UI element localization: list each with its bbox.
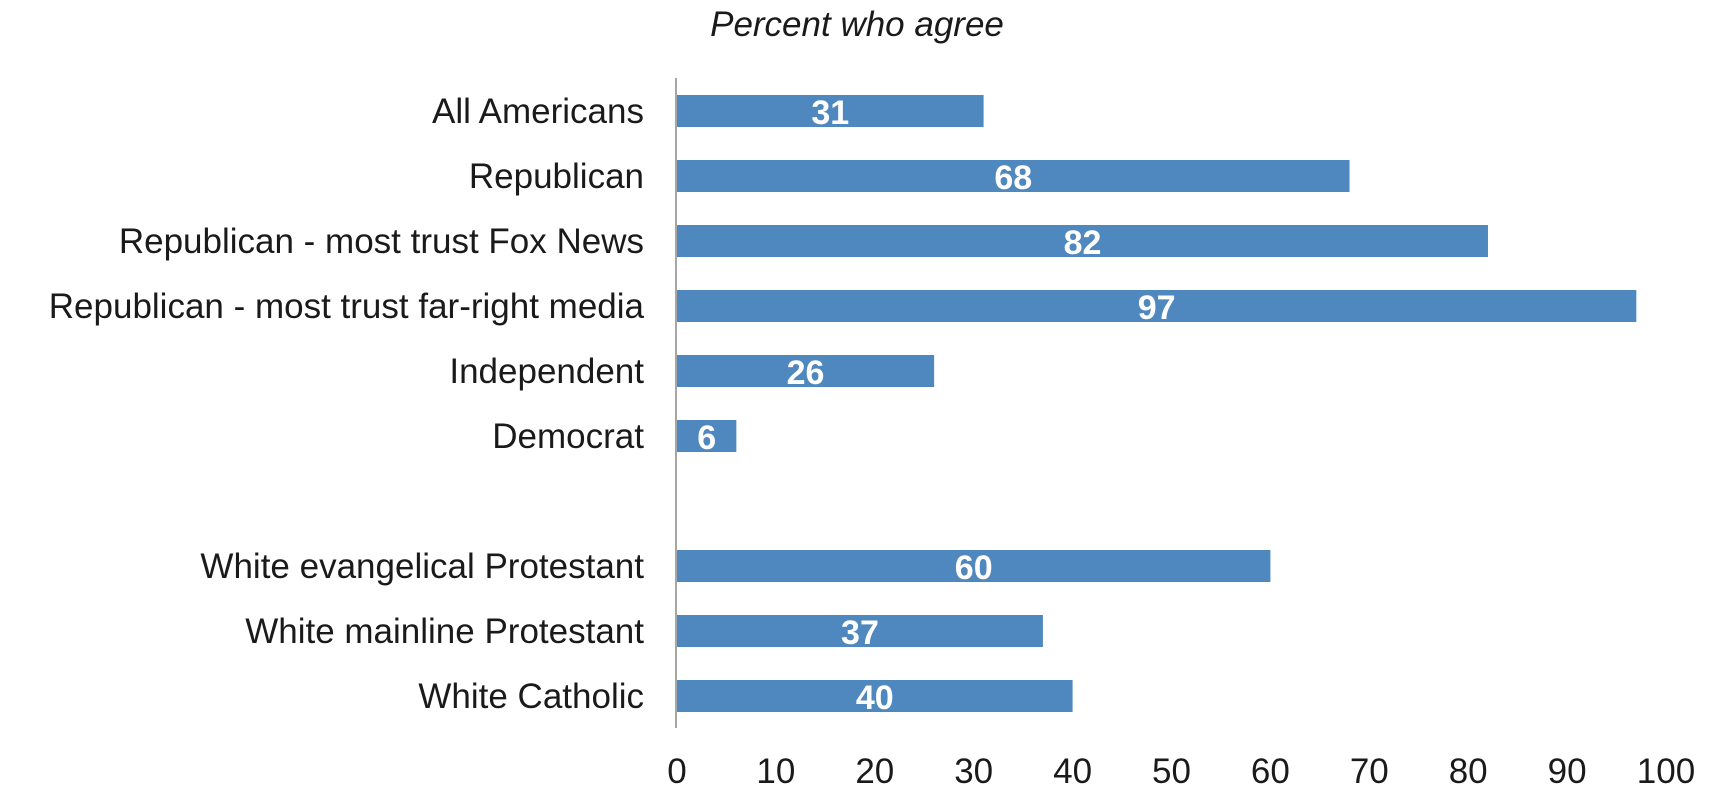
category-label: Republican - most trust far-right media <box>49 287 645 326</box>
x-tick-label: 30 <box>954 752 993 787</box>
bar <box>677 355 935 387</box>
x-tick-label: 20 <box>855 752 894 787</box>
category-label: Republican - most trust Fox News <box>119 222 644 261</box>
bar <box>677 160 1350 192</box>
category-label: Democrat <box>492 417 644 456</box>
chart-title: Percent who agree <box>710 5 1004 44</box>
bar <box>677 290 1637 322</box>
bar-value-label: 6 <box>697 419 716 457</box>
bar <box>677 95 984 127</box>
bars-group: All Americans 31 Republican 68 Republican - … <box>49 92 1637 717</box>
bar-value-label: 37 <box>841 614 879 652</box>
bar-value-label: 68 <box>994 159 1032 197</box>
category-label: Republican <box>469 157 644 196</box>
bar <box>677 420 737 452</box>
category-label: All Americans <box>432 92 644 131</box>
x-tick-label: 10 <box>756 752 795 787</box>
bar-value-label: 31 <box>811 94 849 132</box>
bar <box>677 550 1271 582</box>
x-axis-ticks: 0 10 20 30 40 50 60 70 80 90 100 <box>667 752 1695 787</box>
x-tick-label: 80 <box>1449 752 1488 787</box>
category-label: White evangelical Protestant <box>200 547 644 586</box>
bar-value-label: 97 <box>1138 289 1176 327</box>
bar-value-label: 26 <box>787 354 825 392</box>
bar-value-label: 40 <box>856 679 894 717</box>
bar <box>677 615 1043 647</box>
x-tick-label: 0 <box>667 752 686 787</box>
category-label: Independent <box>449 352 644 391</box>
bar-value-label: 82 <box>1064 224 1102 262</box>
x-tick-label: 40 <box>1053 752 1092 787</box>
category-label: White mainline Protestant <box>245 612 644 651</box>
x-tick-label: 50 <box>1152 752 1191 787</box>
bar <box>677 225 1488 257</box>
x-tick-label: 100 <box>1637 752 1695 787</box>
bar-value-label: 60 <box>955 549 993 587</box>
bar <box>677 680 1073 712</box>
x-tick-label: 60 <box>1251 752 1290 787</box>
x-tick-label: 70 <box>1350 752 1389 787</box>
x-tick-label: 90 <box>1548 752 1587 787</box>
category-label: White Catholic <box>418 677 644 716</box>
